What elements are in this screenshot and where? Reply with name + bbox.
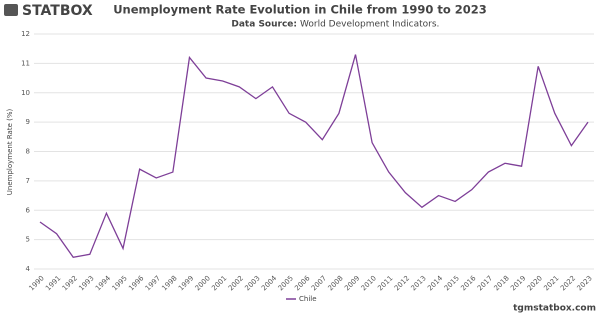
- x-tick-label: 2010: [360, 274, 378, 292]
- x-tick-label: 2011: [376, 274, 394, 292]
- x-tick-label: 2017: [476, 274, 494, 292]
- x-tick-label: 1993: [77, 274, 95, 292]
- chart-title: Unemployment Rate Evolution in Chile fro…: [113, 3, 487, 17]
- logo: STATBOX: [22, 3, 93, 19]
- x-tick-label: 2006: [293, 274, 312, 293]
- x-tick-label: 2004: [260, 274, 279, 293]
- source: World Development Indicators.: [300, 20, 439, 30]
- x-tick-label: 2023: [576, 274, 594, 292]
- x-tick-label: 1997: [144, 274, 162, 292]
- x-tick-label: 2014: [426, 274, 445, 293]
- x-tick-label: 2019: [509, 274, 527, 292]
- source-label: Data Source:: [231, 20, 297, 30]
- x-tick-label: 2018: [493, 274, 511, 292]
- footer: tgmstatbox.com: [513, 304, 596, 314]
- logo-icon: [4, 4, 18, 16]
- y-tick-label: 11: [21, 59, 30, 67]
- x-tick-label: 2002: [227, 274, 245, 292]
- x-tick-label: 2015: [443, 274, 461, 292]
- y-tick-label: 4: [26, 265, 31, 273]
- y-tick-label: 10: [21, 89, 30, 97]
- y-tick-label: 9: [26, 118, 30, 126]
- x-tick-label: 1999: [177, 274, 195, 292]
- x-tick-label: 2007: [310, 274, 328, 292]
- x-tick-label: 2000: [194, 274, 212, 292]
- x-tick-label: 2003: [243, 274, 261, 292]
- y-tick-label: 5: [26, 236, 30, 244]
- x-tick-label: 2012: [393, 274, 411, 292]
- y-tick-label: 6: [26, 206, 31, 214]
- x-tick-label: 1994: [94, 274, 113, 293]
- y-tick-label: 7: [26, 177, 30, 185]
- x-tick-label: 2022: [559, 274, 577, 292]
- y-tick-label: 12: [21, 30, 30, 38]
- y-tick-label: 8: [26, 148, 30, 156]
- x-tick-label: 2021: [542, 274, 560, 292]
- x-tick-label: 2016: [459, 274, 478, 293]
- x-tick-label: 1995: [111, 274, 129, 292]
- x-tick-label: 2009: [343, 274, 361, 292]
- x-tick-label: 1992: [61, 274, 79, 292]
- x-tick-label: 2005: [277, 274, 295, 292]
- x-tick-label: 2008: [326, 274, 344, 292]
- x-tick-label: 1990: [28, 274, 46, 292]
- data-line: [39, 54, 589, 258]
- x-tick-label: 1996: [127, 274, 146, 293]
- x-tick-label: 2020: [526, 274, 544, 292]
- y-axis-label: Unemployment Rate (%): [6, 109, 14, 196]
- legend-label: Chile: [299, 295, 317, 303]
- x-tick-label: 2001: [210, 274, 228, 292]
- x-tick-label: 1991: [44, 274, 62, 292]
- x-tick-label: 2013: [410, 274, 428, 292]
- x-tick-label: 1998: [160, 274, 178, 292]
